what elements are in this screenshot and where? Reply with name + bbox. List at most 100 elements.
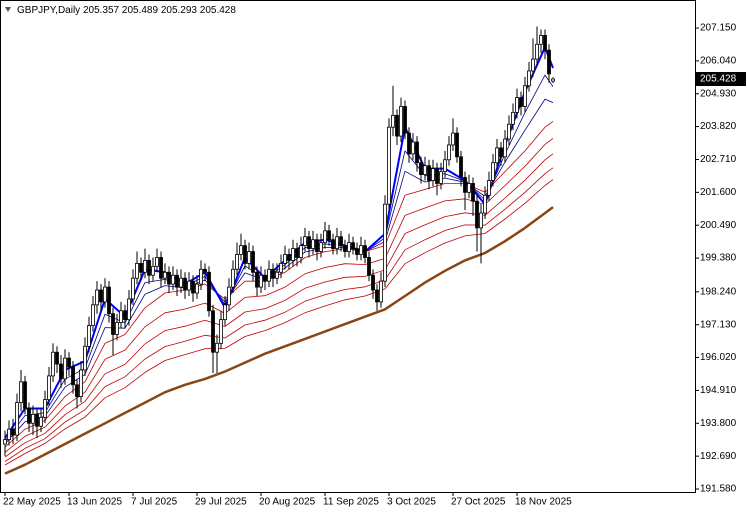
candle-body — [463, 177, 467, 193]
price-label: 205.428 — [700, 74, 737, 85]
candle-body — [355, 248, 359, 255]
candle-body — [243, 245, 247, 264]
candle-body — [419, 162, 423, 175]
candle-body — [75, 384, 79, 398]
candle-body — [283, 254, 287, 264]
candle-body — [135, 262, 139, 279]
candle-body — [231, 268, 235, 288]
candle-body — [383, 203, 387, 282]
moving-average — [4, 153, 554, 458]
candle-body — [271, 268, 275, 279]
candle-body — [151, 265, 155, 276]
candle-body — [431, 168, 435, 181]
candle-body — [159, 257, 163, 279]
candle-body — [535, 43, 539, 60]
candle-body — [447, 144, 451, 161]
low: 205.293 — [161, 5, 198, 16]
candle-body — [395, 114, 399, 137]
candle-body — [499, 147, 503, 158]
candle-body — [291, 248, 295, 261]
candle-body — [275, 271, 279, 279]
candle-body — [359, 245, 363, 255]
candle-body — [199, 268, 203, 285]
candle-body — [67, 357, 71, 368]
candle-body — [387, 126, 391, 205]
candle-body — [103, 286, 107, 303]
candle-body — [111, 313, 115, 335]
candle-body — [239, 245, 243, 255]
candle-body — [311, 239, 315, 249]
y-tick-label: 193.800 — [700, 418, 737, 429]
candle-body — [139, 262, 143, 273]
candle-body — [95, 289, 99, 306]
candle-body — [155, 257, 159, 267]
candle-body — [551, 78, 555, 82]
candle-body — [403, 106, 407, 134]
price-box — [696, 71, 746, 86]
y-tick-label: 207.150 — [700, 23, 737, 34]
candle-body — [279, 262, 283, 273]
candle-body — [163, 271, 167, 279]
candle-body — [11, 428, 15, 436]
moving-average — [4, 206, 554, 475]
candle-body — [547, 49, 551, 75]
y-tick-label: 191.580 — [700, 484, 737, 495]
candle-body — [515, 97, 519, 113]
candle-body — [443, 159, 447, 173]
candle-body — [255, 271, 259, 288]
candle-body — [195, 283, 199, 294]
candle-body — [235, 254, 239, 270]
candle-body — [351, 242, 355, 249]
header-icon — [5, 7, 11, 12]
candle-body — [371, 274, 375, 291]
x-tick-label: 7 Jul 2025 — [131, 497, 178, 508]
candle-body — [123, 310, 127, 321]
candle-body — [503, 138, 507, 158]
candle-body — [191, 280, 195, 294]
candle-body — [335, 236, 339, 249]
candle-body — [63, 357, 67, 380]
candle-body — [43, 399, 47, 418]
y-tick-label: 196.020 — [700, 352, 737, 363]
header: GBPJPY,Daily 205.357 205.489 205.293 205… — [17, 5, 236, 16]
high: 205.489 — [122, 5, 159, 16]
moving-average — [4, 167, 554, 462]
candle-body — [511, 111, 515, 125]
candle-body — [507, 123, 511, 140]
candle-body — [347, 242, 351, 252]
candle-body — [459, 156, 463, 178]
x-tick-label: 20 Aug 2025 — [259, 497, 316, 508]
candle-body — [411, 141, 415, 155]
candle-body — [343, 245, 347, 252]
candle-body — [127, 298, 131, 321]
candle-body — [295, 248, 299, 258]
candle-body — [71, 366, 75, 386]
candle-body — [207, 271, 211, 312]
candle-body — [331, 239, 335, 249]
candle-body — [91, 304, 95, 326]
candle-body — [407, 132, 411, 155]
y-tick-label: 201.600 — [700, 187, 737, 198]
candle-body — [27, 408, 31, 424]
candle-body — [495, 147, 499, 164]
x-tick-label: 27 Oct 2025 — [451, 497, 506, 508]
y-tick-label: 204.930 — [700, 88, 737, 99]
candle-body — [323, 230, 327, 244]
candle-body — [375, 289, 379, 303]
plot-area — [3, 26, 555, 475]
candle-body — [259, 274, 263, 288]
x-tick-label: 18 Nov 2025 — [515, 497, 572, 508]
candle-body — [379, 280, 383, 303]
candle-body — [263, 274, 267, 282]
candle-body — [367, 257, 371, 276]
candle-body — [435, 168, 439, 184]
candle-body — [179, 277, 183, 288]
candle-body — [527, 70, 531, 87]
candle-body — [79, 369, 83, 398]
candle-body — [167, 271, 171, 285]
candle-body — [47, 375, 51, 400]
candle-body — [175, 274, 179, 288]
y-tick-label: 192.690 — [700, 451, 737, 462]
candle-body — [215, 342, 219, 353]
